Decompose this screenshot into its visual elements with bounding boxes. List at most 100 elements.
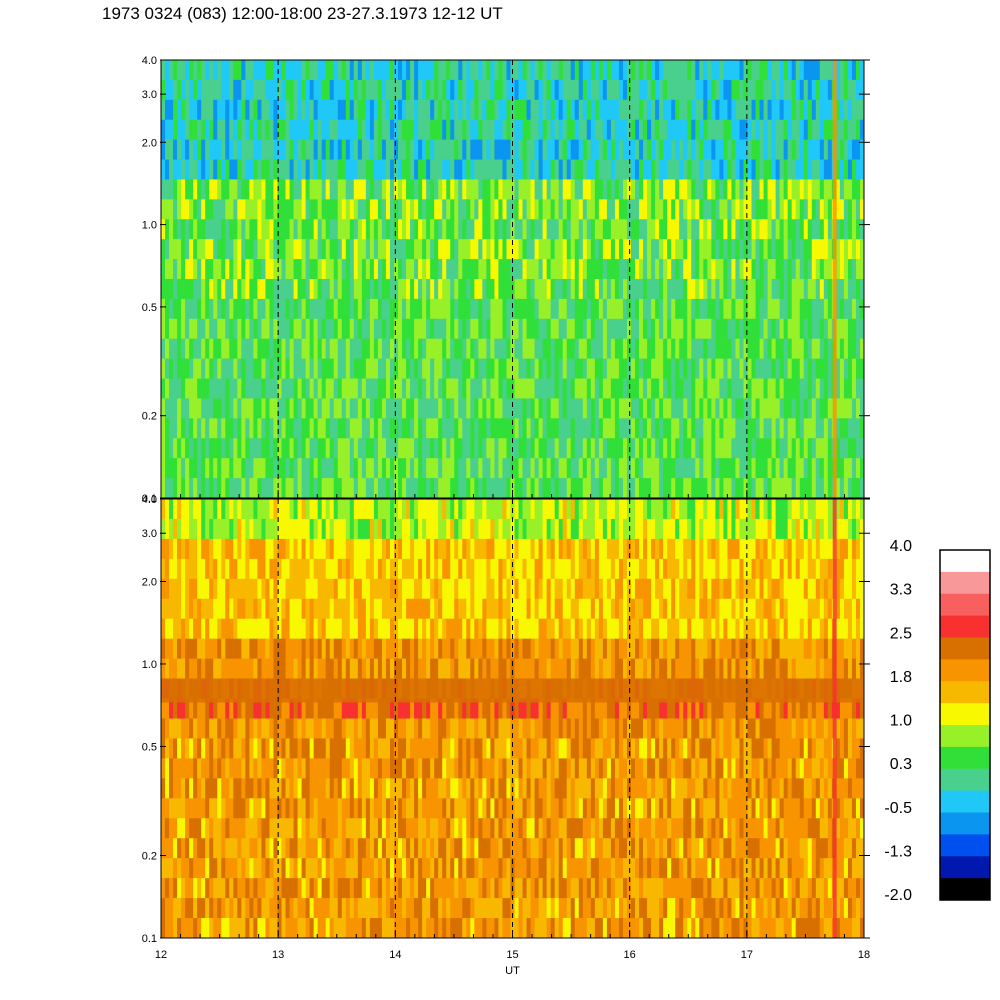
heat-cell: [779, 298, 785, 320]
heat-cell: [775, 518, 781, 540]
heat-cell: [550, 538, 556, 560]
heat-cell: [791, 318, 797, 340]
heat-cell: [470, 139, 475, 161]
heat-cell: [297, 119, 303, 141]
heat-cell: [402, 478, 407, 498]
heat-cell: [249, 538, 254, 560]
heat-cell: [683, 398, 688, 419]
heat-cell: [631, 179, 636, 200]
heat-cell: [406, 139, 411, 161]
heat-cell: [217, 418, 222, 439]
heat-cell: [602, 279, 608, 300]
heat-cell: [566, 279, 572, 300]
heat-cell: [305, 139, 311, 161]
heat-cell: [699, 279, 704, 300]
heat-cell: [542, 598, 548, 620]
heat-cell: [683, 478, 688, 498]
heat-cell: [309, 219, 315, 240]
heat-cell: [635, 558, 640, 580]
heat-cell: [398, 298, 403, 320]
heat-cell: [699, 298, 704, 320]
heat-cell: [494, 259, 500, 280]
heat-cell: [606, 99, 612, 121]
heat-cell: [185, 199, 190, 220]
heat-cell: [835, 139, 841, 161]
heat-cell: [293, 219, 299, 240]
heat-cell: [201, 499, 206, 520]
heat-cell: [337, 318, 343, 340]
heat-cell: [518, 578, 524, 600]
heat-cell: [618, 478, 624, 498]
heat-cell: [562, 378, 568, 400]
heat-cell: [502, 318, 508, 340]
heat-cell: [450, 139, 455, 161]
heat-cell: [602, 79, 608, 101]
heat-cell: [393, 518, 399, 540]
heat-cell: [329, 79, 335, 101]
heat-cell: [217, 318, 222, 340]
heat-cell: [414, 478, 419, 498]
heat-cell: [614, 598, 620, 620]
heat-cell: [245, 298, 250, 320]
heat-cell: [610, 60, 616, 81]
heat-cell: [241, 398, 246, 419]
heat-cell: [313, 60, 319, 81]
heat-cell: [827, 139, 833, 161]
heat-cell: [671, 79, 676, 101]
heat-cell: [622, 139, 628, 161]
heat-cell: [442, 338, 447, 360]
heat-cell: [598, 179, 604, 200]
heat-cell: [747, 418, 753, 439]
heat-cell: [755, 179, 761, 200]
heat-cell: [751, 598, 757, 620]
heat-cell: [285, 60, 291, 81]
heat-cell: [731, 99, 737, 121]
heat-cell: [823, 159, 829, 181]
heat-cell: [249, 578, 254, 600]
heat-cell: [823, 298, 829, 320]
heat-cell: [771, 298, 777, 320]
heat-cell: [177, 60, 182, 81]
heat-cell: [835, 60, 841, 81]
heat-cell: [257, 458, 263, 479]
heat-cell: [602, 318, 608, 340]
heat-cell: [811, 578, 817, 600]
heat-cell: [333, 179, 339, 200]
heat-cell: [823, 99, 829, 121]
heat-cell: [458, 318, 463, 340]
heat-cell: [791, 298, 797, 320]
heat-cell: [466, 558, 471, 580]
heat-cell: [655, 79, 660, 101]
heat-cell: [478, 119, 483, 141]
heat-cell: [502, 259, 508, 280]
heat-cell: [221, 338, 226, 360]
heat-cell: [189, 558, 194, 580]
heat-cell: [329, 318, 335, 340]
heat-cell: [759, 119, 765, 141]
heat-cell: [578, 199, 584, 220]
heat-cell: [691, 279, 696, 300]
heat-cell: [566, 259, 572, 280]
heat-cell: [181, 578, 186, 600]
heat-cell: [843, 438, 849, 459]
heat-cell: [265, 298, 271, 320]
heat-cell: [458, 99, 463, 121]
heat-cell: [221, 358, 226, 380]
heat-cell: [498, 398, 504, 419]
heat-cell: [823, 378, 829, 400]
heat-cell: [667, 478, 672, 498]
heat-cell: [526, 259, 532, 280]
heat-cell: [795, 518, 801, 540]
heat-cell: [855, 418, 861, 439]
heat-cell: [177, 279, 182, 300]
heat-cell: [305, 239, 311, 260]
heat-cell: [671, 259, 676, 280]
heat-cell: [470, 119, 475, 141]
heat-cell: [735, 558, 741, 580]
heat-cell: [297, 598, 303, 620]
heat-cell: [839, 219, 845, 240]
heat-cell: [265, 438, 271, 459]
heat-cell: [554, 99, 560, 121]
heat-cell: [751, 179, 757, 200]
heat-cell: [562, 139, 568, 161]
